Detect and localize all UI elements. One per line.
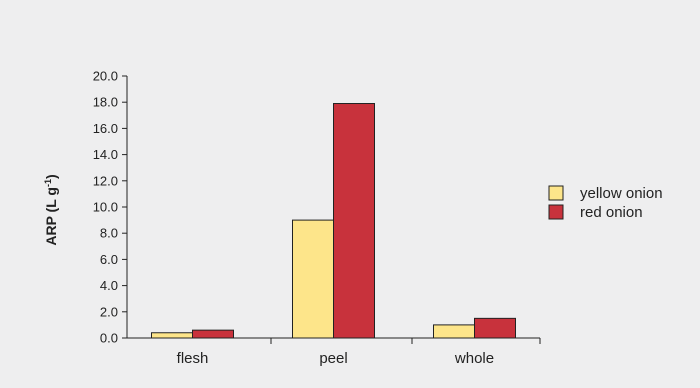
bar-peel-1	[333, 103, 375, 339]
bars	[151, 103, 516, 339]
y-tick-label: 18.0	[93, 95, 118, 110]
y-tick-label: 20.0	[93, 69, 118, 84]
y-tick-label: 2.0	[100, 304, 118, 319]
legend-label: red onion	[580, 204, 643, 221]
bar-flesh-1	[192, 329, 234, 339]
y-tick-label: 8.0	[100, 226, 118, 241]
y-tick-label: 16.0	[93, 121, 118, 136]
legend: yellow onion red onion	[548, 185, 663, 221]
legend-label: yellow onion	[580, 185, 663, 202]
bar-whole-1	[474, 317, 516, 339]
y-axis: 0.0 2.0 4.0 6.0 8.0 10.0 12.0 14.0 16.0 18.0 20.0	[93, 69, 128, 346]
bar-whole-0	[433, 324, 475, 339]
y-tick-label: 10.0	[93, 200, 118, 215]
legend-swatch	[548, 204, 564, 220]
y-tick-label: 0.0	[100, 331, 118, 346]
y-tick-label: 12.0	[93, 173, 118, 188]
y-axis-title: ARP (L g-1)	[43, 174, 59, 245]
y-tick-label: 6.0	[100, 252, 118, 267]
x-axis: flesh peel whole	[127, 337, 541, 367]
bar-flesh-0	[151, 332, 193, 339]
y-tick-label: 14.0	[93, 147, 118, 162]
x-tick-label: flesh	[177, 350, 209, 367]
x-tick-label: peel	[319, 350, 347, 367]
bar-peel-0	[292, 219, 334, 339]
y-tick-label: 4.0	[100, 278, 118, 293]
x-tick-label: whole	[454, 350, 494, 367]
legend-swatch	[548, 185, 564, 201]
